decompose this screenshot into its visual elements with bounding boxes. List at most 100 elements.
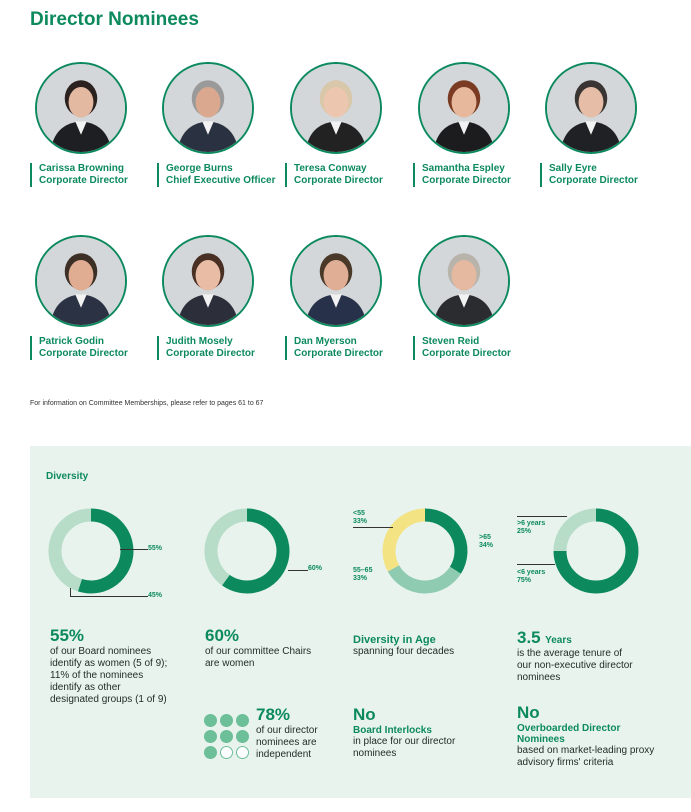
director-card: Judith Mosely Corporate Director	[157, 235, 279, 360]
independent-stat-desc: of our director nominees are independent	[256, 725, 318, 760]
director-label: Steven Reid Corporate Director	[413, 336, 535, 360]
director-photo	[290, 235, 382, 327]
age-gt65-label: >65 34%	[479, 534, 494, 549]
interlocks-stat-value: No	[353, 705, 376, 724]
director-photo	[545, 62, 637, 154]
director-name: Judith Mosely	[166, 336, 233, 347]
chairs-men-slice	[204, 508, 248, 586]
director-photo	[418, 235, 510, 327]
diversity-heading: Diversity	[46, 471, 89, 482]
director-name: Steven Reid	[422, 336, 480, 347]
director-role: Corporate Director	[294, 175, 383, 186]
gender-stat-desc: of our Board nominees identify as women …	[50, 646, 168, 705]
director-card: Samantha Espley Corporate Director	[413, 62, 535, 187]
director-card: Carissa Browning Corporate Director	[30, 62, 152, 187]
director-role: Corporate Director	[39, 348, 128, 359]
committee-note: For information on Committee Memberships…	[30, 400, 264, 407]
tenure-gt6-slice	[553, 508, 597, 552]
independent-dot-filled	[204, 730, 217, 743]
interlocks-stat-title: Board Interlocks	[353, 725, 432, 736]
tenure-donut	[553, 508, 639, 594]
director-name: Patrick Godin	[39, 336, 105, 347]
interlocks-stat-desc: in place for our director nominees	[353, 736, 456, 759]
age-mid-slice	[387, 564, 461, 594]
interlocks-stat: No Board Interlocks in place for our dir…	[353, 705, 473, 760]
gender-stat-value: 55%	[50, 626, 85, 645]
gender-women-label: 55%	[148, 545, 163, 552]
director-card: Steven Reid Corporate Director	[413, 235, 535, 360]
tenure-lt6-label: <6 years 75%	[517, 569, 546, 584]
chairs-women-slice	[222, 508, 290, 594]
age-stat-title: Diversity in Age	[353, 634, 436, 646]
age-lt55-slice	[382, 508, 426, 572]
chairs-stat-value: 60%	[205, 626, 240, 645]
director-label: Judith Mosely Corporate Director	[157, 336, 279, 360]
independent-dot-empty	[236, 746, 249, 759]
independent-dot-empty	[220, 746, 233, 759]
gender-stat: 55% of our Board nominees identify as wo…	[50, 626, 170, 706]
director-role: Chief Executive Officer	[166, 175, 276, 186]
director-card: Sally Eyre Corporate Director	[540, 62, 662, 187]
director-label: Patrick Godin Corporate Director	[30, 336, 152, 360]
director-role: Corporate Director	[549, 175, 638, 186]
director-name: Carissa Browning	[39, 163, 125, 174]
director-name: Samantha Espley	[422, 163, 505, 174]
overboarded-stat: No Overboarded Director Nominees based o…	[517, 703, 667, 769]
independent-dot-filled	[204, 714, 217, 727]
overboarded-stat-title: Overboarded Director Nominees	[517, 723, 621, 745]
director-role: Corporate Director	[422, 348, 511, 359]
director-card: Teresa Conway Corporate Director	[285, 62, 407, 187]
director-name: Teresa Conway	[294, 163, 367, 174]
tenure-stat-desc: is the average tenure of our non-executi…	[517, 648, 633, 683]
director-role: Corporate Director	[39, 175, 128, 186]
independent-dot-filled	[204, 746, 217, 759]
gender-women-slice	[77, 508, 134, 594]
independent-dot-filled	[220, 730, 233, 743]
independent-dot-filled	[236, 714, 249, 727]
director-name: George Burns	[166, 163, 233, 174]
page-title: Director Nominees	[30, 9, 199, 30]
chairs-donut	[204, 508, 290, 594]
independent-stat-value: 78%	[256, 705, 291, 724]
director-card: George Burns Chief Executive Officer	[157, 62, 279, 187]
age-mid-label: 55–65 33%	[353, 567, 373, 582]
age-stat-desc: spanning four decades	[353, 646, 455, 657]
director-label: George Burns Chief Executive Officer	[157, 163, 279, 187]
gender-donut	[48, 508, 134, 594]
gender-other-label: 45%	[148, 592, 163, 599]
gender-other-slice	[48, 508, 92, 592]
director-role: Corporate Director	[422, 175, 511, 186]
director-name: Sally Eyre	[549, 163, 597, 174]
age-lt55-label: <55 33%	[353, 510, 368, 525]
tenure-stat-unit: Years	[545, 635, 572, 646]
director-photo	[290, 62, 382, 154]
overboarded-stat-value: No	[517, 703, 540, 722]
chairs-stat: 60% of our committee Chairs are women	[205, 626, 315, 670]
director-photo	[35, 62, 127, 154]
chairs-stat-desc: of our committee Chairs are women	[205, 646, 312, 669]
director-label: Carissa Browning Corporate Director	[30, 163, 152, 187]
age-donut	[382, 508, 468, 594]
director-label: Samantha Espley Corporate Director	[413, 163, 535, 187]
tenure-lt6-slice	[553, 508, 639, 594]
chairs-label: 60%	[308, 565, 323, 572]
age-gt65-slice	[424, 508, 468, 574]
director-card: Patrick Godin Corporate Director	[30, 235, 152, 360]
director-label: Sally Eyre Corporate Director	[540, 163, 662, 187]
independent-dot-filled	[220, 714, 233, 727]
independent-dot-filled	[236, 730, 249, 743]
independent-dots	[204, 714, 249, 759]
director-label: Teresa Conway Corporate Director	[285, 163, 407, 187]
director-role: Corporate Director	[166, 348, 255, 359]
director-photo	[418, 62, 510, 154]
director-photo	[35, 235, 127, 327]
tenure-gt6-label: >6 years 25%	[517, 520, 546, 535]
tenure-stat-value: 3.5	[517, 628, 541, 647]
director-card: Dan Myerson Corporate Director	[285, 235, 407, 360]
independent-stat: 78% of our director nominees are indepen…	[256, 705, 346, 761]
director-label: Dan Myerson Corporate Director	[285, 336, 407, 360]
tenure-stat: 3.5 Years is the average tenure of our n…	[517, 628, 637, 684]
overboarded-stat-desc: based on market-leading proxy advisory f…	[517, 745, 655, 768]
director-name: Dan Myerson	[294, 336, 357, 347]
diversity-panel: Diversity 55% 45% 60% <55 33% >65 34% 55–6…	[30, 446, 691, 798]
